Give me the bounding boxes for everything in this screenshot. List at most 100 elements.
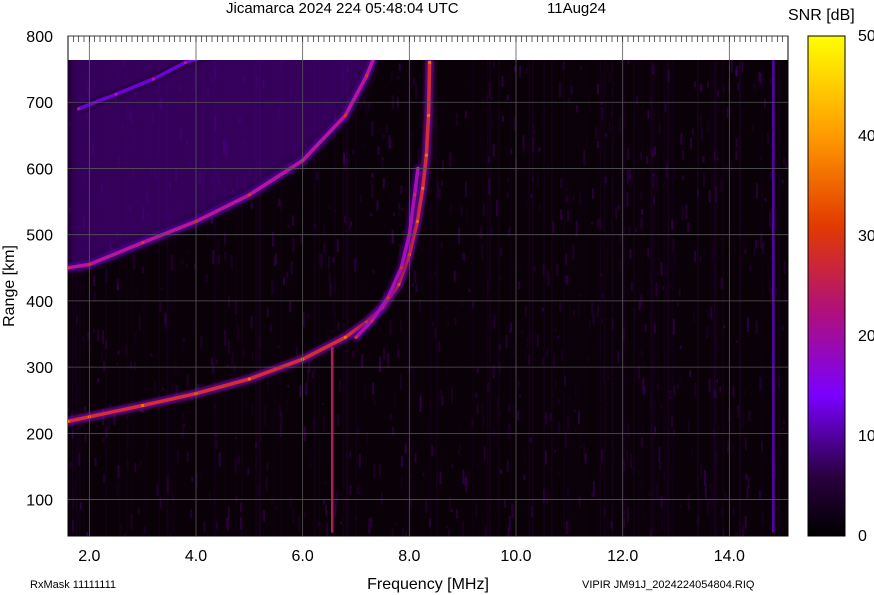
noise-speck bbox=[124, 253, 126, 257]
noise-speck bbox=[398, 63, 401, 71]
noise-speck bbox=[113, 414, 116, 425]
noise-speck bbox=[434, 271, 437, 275]
noise-speck bbox=[753, 248, 756, 257]
interference-streak bbox=[318, 60, 320, 536]
noise-speck bbox=[410, 498, 413, 506]
trace-point bbox=[354, 335, 358, 339]
noise-speck bbox=[251, 352, 254, 362]
noise-speck bbox=[431, 445, 434, 456]
interference-streak bbox=[435, 60, 438, 536]
noise-speck bbox=[575, 220, 578, 237]
noise-speck bbox=[325, 505, 327, 515]
noise-speck bbox=[93, 275, 96, 287]
noise-speck bbox=[461, 252, 464, 261]
noise-speck bbox=[737, 82, 740, 91]
noise-speck bbox=[440, 242, 443, 249]
noise-speck bbox=[235, 496, 238, 502]
noise-speck bbox=[175, 363, 178, 376]
noise-speck bbox=[102, 330, 104, 344]
noise-speck bbox=[660, 262, 663, 276]
noise-speck bbox=[468, 288, 471, 292]
noise-speck bbox=[360, 195, 362, 203]
noise-speck bbox=[133, 361, 136, 371]
noise-speck bbox=[123, 533, 126, 536]
noise-speck bbox=[767, 266, 769, 272]
noise-speck bbox=[316, 171, 319, 180]
interference-streak bbox=[658, 60, 660, 536]
interference-streak bbox=[255, 60, 257, 536]
interference-streak bbox=[143, 60, 145, 536]
interference-streak bbox=[667, 60, 670, 536]
noise-speck bbox=[749, 265, 752, 272]
noise-speck bbox=[313, 158, 316, 162]
noise-speck bbox=[781, 325, 784, 331]
noise-speck bbox=[626, 450, 629, 460]
interference-streak bbox=[259, 60, 261, 536]
noise-speck bbox=[465, 476, 468, 493]
interference-streak bbox=[710, 60, 712, 536]
noise-speck bbox=[512, 344, 515, 358]
noise-speck bbox=[414, 270, 417, 283]
noise-speck bbox=[709, 484, 712, 492]
noise-speck bbox=[761, 242, 764, 255]
noise-speck bbox=[638, 470, 641, 475]
file-id-label: VIPIR JM91J_2024224054804.RIQ bbox=[582, 579, 755, 591]
trace-point bbox=[114, 92, 118, 96]
noise-speck bbox=[401, 207, 404, 211]
noise-speck bbox=[100, 351, 103, 362]
noise-speck bbox=[371, 184, 374, 198]
noise-speck bbox=[265, 476, 268, 492]
noise-speck bbox=[742, 525, 745, 536]
noise-speck bbox=[125, 344, 128, 356]
noise-speck bbox=[251, 405, 254, 416]
noise-speck bbox=[134, 462, 137, 472]
noise-speck bbox=[531, 176, 534, 182]
noise-speck bbox=[595, 488, 598, 497]
noise-speck bbox=[700, 127, 703, 142]
noise-speck bbox=[579, 446, 582, 449]
noise-speck bbox=[594, 348, 597, 354]
noise-speck bbox=[460, 206, 463, 216]
noise-speck bbox=[562, 61, 565, 71]
noise-speck bbox=[644, 324, 647, 333]
chart-date: 11Aug24 bbox=[547, 0, 606, 17]
noise-speck bbox=[578, 496, 581, 507]
interference-streak bbox=[672, 60, 674, 536]
trace-point bbox=[399, 266, 403, 270]
trace-point bbox=[365, 74, 369, 78]
interference-streak bbox=[739, 60, 741, 536]
noise-speck bbox=[649, 268, 652, 282]
noise-speck bbox=[529, 437, 532, 443]
noise-speck bbox=[652, 64, 655, 75]
noise-speck bbox=[678, 289, 681, 297]
noise-speck bbox=[679, 373, 681, 381]
interference-streak bbox=[510, 60, 512, 536]
noise-speck bbox=[627, 148, 630, 160]
noise-speck bbox=[472, 301, 475, 309]
interference-streak bbox=[633, 60, 635, 536]
noise-speck bbox=[379, 463, 381, 478]
noise-speck bbox=[168, 471, 171, 486]
interference-streak bbox=[105, 60, 107, 536]
noise-speck bbox=[754, 94, 757, 98]
noise-speck bbox=[732, 444, 735, 454]
noise-speck bbox=[468, 471, 471, 476]
noise-speck bbox=[572, 195, 575, 202]
noise-speck bbox=[421, 100, 424, 105]
noise-speck bbox=[726, 164, 728, 179]
noise-speck bbox=[737, 407, 740, 418]
noise-speck bbox=[448, 496, 451, 513]
x-tick-label: 12.0 bbox=[607, 548, 638, 565]
noise-speck bbox=[153, 292, 156, 308]
noise-speck bbox=[674, 354, 677, 364]
noise-speck bbox=[121, 336, 124, 340]
interference-streak bbox=[422, 60, 424, 536]
noise-speck bbox=[547, 487, 550, 496]
noise-speck bbox=[735, 340, 738, 343]
noise-speck bbox=[425, 499, 428, 513]
noise-speck bbox=[484, 524, 487, 536]
noise-speck bbox=[97, 378, 100, 383]
noise-speck bbox=[744, 438, 747, 450]
spread-cloud-shape bbox=[68, 60, 374, 268]
noise-speck bbox=[476, 368, 479, 373]
